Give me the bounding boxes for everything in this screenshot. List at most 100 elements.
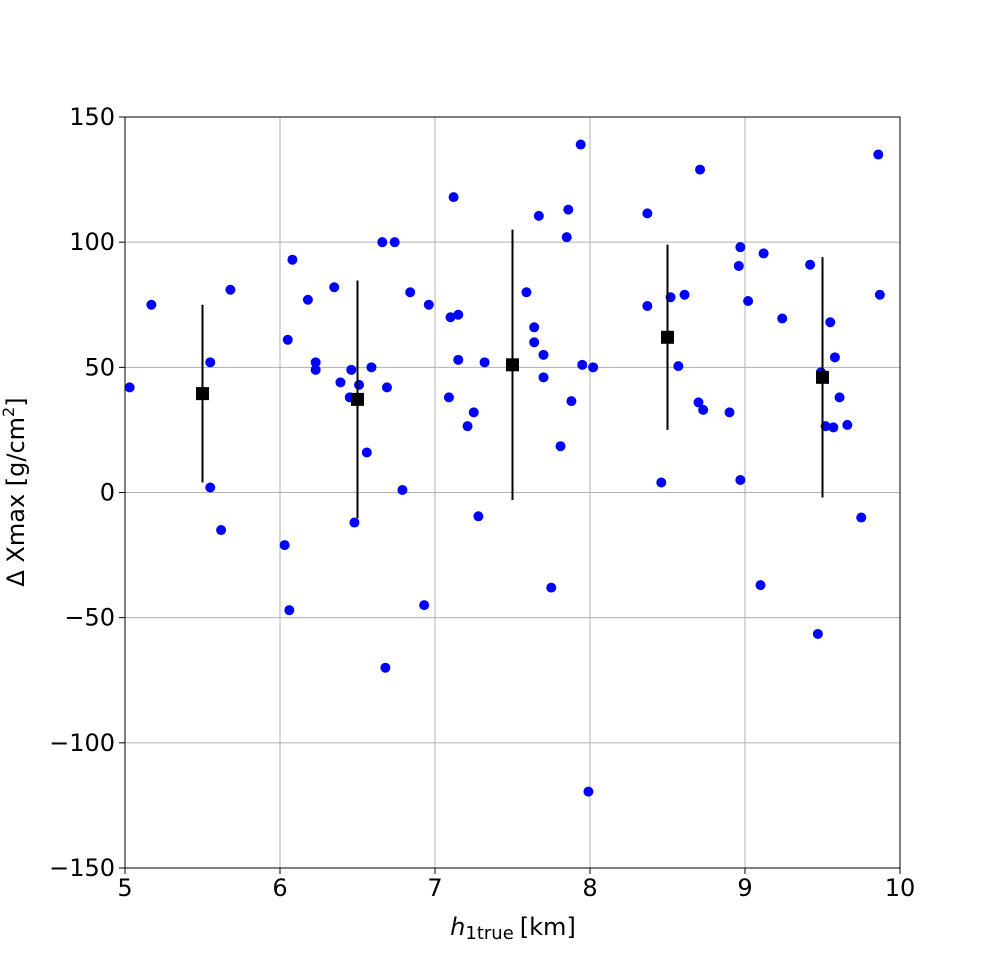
data-point [566, 396, 577, 407]
x-label-unit: [km] [520, 913, 576, 941]
data-point [468, 407, 479, 418]
data-point [282, 334, 293, 345]
y-tick-label: 100 [69, 228, 115, 256]
data-point [724, 407, 735, 418]
data-point [733, 260, 744, 271]
data-point [405, 287, 416, 298]
x-tick-label: 7 [427, 874, 442, 902]
data-point [538, 349, 549, 360]
plot-frame [124, 116, 901, 869]
data-point [419, 600, 430, 611]
data-point [397, 484, 408, 495]
data-point [205, 357, 216, 368]
data-point [698, 404, 709, 415]
data-point [842, 419, 853, 430]
data-point [377, 237, 388, 248]
x-label-base: h [450, 913, 465, 941]
y-tick-label: 50 [84, 353, 115, 381]
data-point [366, 362, 377, 373]
data-point [287, 254, 298, 265]
data-point [529, 337, 540, 348]
y-label-sup: 2 [0, 407, 18, 417]
data-point [445, 312, 456, 323]
data-point [563, 204, 574, 215]
data-point [874, 289, 885, 300]
y-tick-label: −150 [49, 854, 115, 882]
data-point [284, 605, 295, 616]
data-point [443, 392, 454, 403]
data-point [479, 357, 490, 368]
x-tick-label: 10 [885, 874, 916, 902]
data-point [389, 237, 400, 248]
data-point [380, 662, 391, 673]
y-tick-label: −100 [49, 729, 115, 757]
data-point [743, 295, 754, 306]
data-point [828, 422, 839, 433]
data-point [856, 512, 867, 523]
data-point [735, 242, 746, 253]
data-point [777, 313, 788, 324]
data-point [310, 364, 321, 375]
data-point [825, 317, 836, 328]
mean-marker [196, 387, 209, 401]
data-point [656, 477, 667, 488]
data-point [679, 289, 690, 300]
data-point [124, 382, 135, 393]
data-point [812, 628, 823, 639]
data-point [805, 259, 816, 270]
y-label-end: ] [2, 397, 30, 406]
x-tick-label: 6 [272, 874, 287, 902]
data-point [755, 580, 766, 591]
data-point [453, 309, 464, 320]
data-point [555, 441, 566, 452]
x-tick-label: 9 [737, 874, 752, 902]
mean-marker [351, 392, 364, 406]
data-point [381, 382, 392, 393]
data-point [349, 517, 360, 528]
data-point [575, 139, 586, 150]
data-point [279, 540, 290, 551]
data-point [834, 392, 845, 403]
data-point [335, 377, 346, 388]
data-point [873, 149, 884, 160]
data-point [473, 511, 484, 522]
mean-marker [816, 370, 829, 384]
data-point [642, 301, 653, 312]
data-point [354, 379, 365, 390]
data-point [538, 372, 549, 383]
mean-marker [506, 358, 519, 372]
data-point [546, 582, 557, 593]
data-point [448, 192, 459, 203]
x-label-sub: 1true [465, 923, 513, 944]
data-point [346, 364, 357, 375]
x-axis-label: h1true [km] [450, 913, 576, 944]
data-point [205, 482, 216, 493]
data-point [225, 284, 236, 295]
data-point [462, 421, 473, 432]
mean-marker [661, 330, 674, 344]
data-point [521, 287, 532, 298]
y-tick-label: 0 [100, 479, 115, 507]
data-point [577, 359, 588, 370]
data-point [758, 248, 769, 259]
data-point [361, 447, 372, 458]
data-point [642, 208, 653, 219]
data-point [583, 786, 594, 797]
data-point [673, 361, 684, 372]
data-point [561, 232, 572, 243]
y-axis-label: Δ Xmax [g/cm2] [0, 397, 30, 586]
data-point [533, 210, 544, 221]
data-point [310, 357, 321, 368]
data-point [302, 294, 313, 305]
y-tick-label: 150 [69, 103, 115, 131]
data-point [829, 352, 840, 363]
x-tick-label: 8 [582, 874, 597, 902]
data-point [453, 354, 464, 365]
y-tick-label: −50 [64, 604, 115, 632]
data-point [146, 299, 157, 310]
data-point [216, 525, 227, 536]
x-tick-label: 5 [117, 874, 132, 902]
data-point [588, 362, 599, 373]
data-point [423, 299, 434, 310]
